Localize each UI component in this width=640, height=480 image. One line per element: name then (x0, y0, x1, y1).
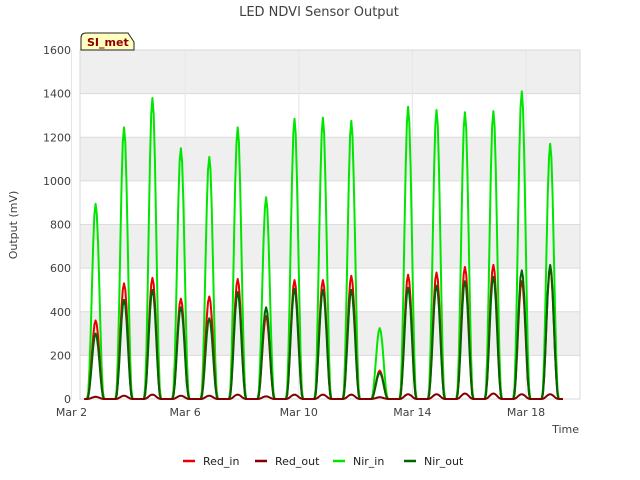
legend-label: Nir_in (353, 455, 384, 468)
x-axis-title: Time (551, 423, 579, 436)
plot-band (80, 50, 580, 94)
plot-band (80, 224, 580, 269)
x-tick-label: Mar 14 (393, 406, 431, 419)
y-tick-label: 0 (64, 393, 71, 406)
y-tick-label: 1600 (43, 44, 71, 57)
series-line-nir-out (84, 263, 563, 400)
series-line-nir-in (84, 90, 563, 400)
y-tick-label: 400 (50, 306, 71, 319)
y-tick-label: 1000 (43, 175, 71, 188)
legend: Red_in Red_out Nir_in Nir_out (183, 455, 464, 468)
x-tick-labels: Mar 2 Mar 6 Mar 10 Mar 14 Mar 18 (56, 406, 545, 419)
legend-item-nir-out: Nir_out (404, 455, 464, 468)
y-tick-label: 200 (50, 349, 71, 362)
legend-label: Nir_out (424, 455, 464, 468)
site-badge: SI_met (80, 32, 135, 51)
legend-label: Red_in (203, 455, 239, 468)
legend-label: Red_out (275, 455, 320, 468)
y-axis-title: Output (mV) (7, 191, 20, 260)
legend-item-red-in: Red_in (183, 455, 239, 468)
site-badge-box (80, 32, 135, 51)
series-lines (84, 90, 563, 400)
x-tick-label: Mar 18 (507, 406, 545, 419)
series-line-red-out (84, 392, 563, 400)
legend-item-red-out: Red_out (255, 455, 320, 468)
x-tick-label: Mar 2 (56, 406, 87, 419)
y-tick-label: 1400 (43, 88, 71, 101)
site-badge-label: SI_met (87, 36, 129, 49)
y-tick-label: 800 (50, 219, 71, 232)
y-tick-labels: 0 200 400 600 800 1000 1200 1400 1600 (43, 44, 71, 406)
y-tick-label: 600 (50, 262, 71, 275)
legend-item-nir-in: Nir_in (333, 455, 384, 468)
y-tick-label: 1200 (43, 131, 71, 144)
x-tick-label: Mar 6 (169, 406, 200, 419)
x-tick-label: Mar 10 (280, 406, 318, 419)
chart-title: LED NDVI Sensor Output (239, 5, 399, 20)
